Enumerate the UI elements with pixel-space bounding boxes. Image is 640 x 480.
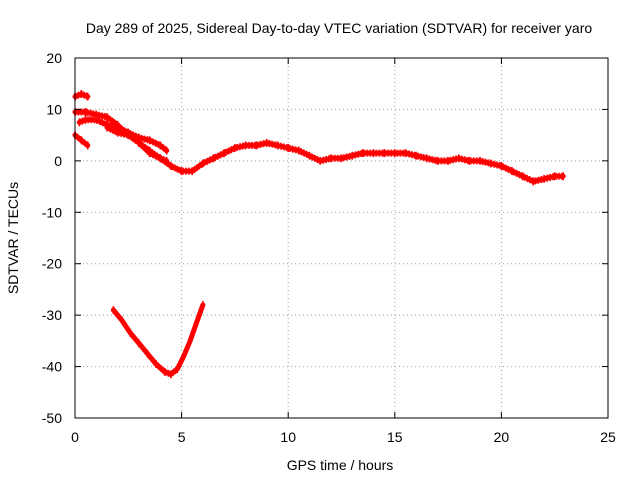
chart-title: Day 289 of 2025, Sidereal Day-to-day VTE…	[86, 20, 592, 36]
grid-lines	[75, 58, 608, 418]
x-axis-tick-labels: 0 5 10 15 20 25	[71, 429, 616, 445]
x-axis-label: GPS time / hours	[287, 457, 394, 473]
series-satellite-pass-1	[72, 90, 91, 101]
x-tick-label: 10	[280, 429, 296, 445]
series-satellite-pass-2	[72, 131, 91, 150]
y-tick-label: -50	[42, 410, 62, 426]
y-axis-label: SDTVAR / TECUs	[5, 182, 21, 294]
x-tick-label: 25	[600, 429, 616, 445]
x-tick-label: 5	[178, 429, 186, 445]
y-tick-label: 10	[46, 101, 62, 117]
y-tick-label: -40	[42, 359, 62, 375]
series-line-edge	[74, 137, 89, 149]
y-tick-label: 20	[46, 50, 62, 66]
series-line-edge	[74, 131, 89, 143]
data-series	[72, 90, 566, 379]
series-satellite-pass-6	[72, 108, 566, 186]
series-satellite-pass-4	[104, 123, 170, 155]
series-line-edge	[74, 108, 564, 179]
axis-ticks	[74, 57, 609, 419]
y-tick-label: 0	[54, 153, 62, 169]
x-tick-label: 0	[71, 429, 79, 445]
y-tick-label: -30	[42, 307, 62, 323]
series-satellite-pass-7	[110, 300, 206, 379]
plot-frame	[74, 57, 609, 419]
y-axis-tick-labels: 20 10 0 -10 -20 -30 -40 -50	[42, 50, 62, 426]
y-tick-label: -10	[42, 204, 62, 220]
x-tick-label: 20	[494, 429, 510, 445]
y-tick-label: -20	[42, 256, 62, 272]
x-tick-label: 15	[387, 429, 403, 445]
